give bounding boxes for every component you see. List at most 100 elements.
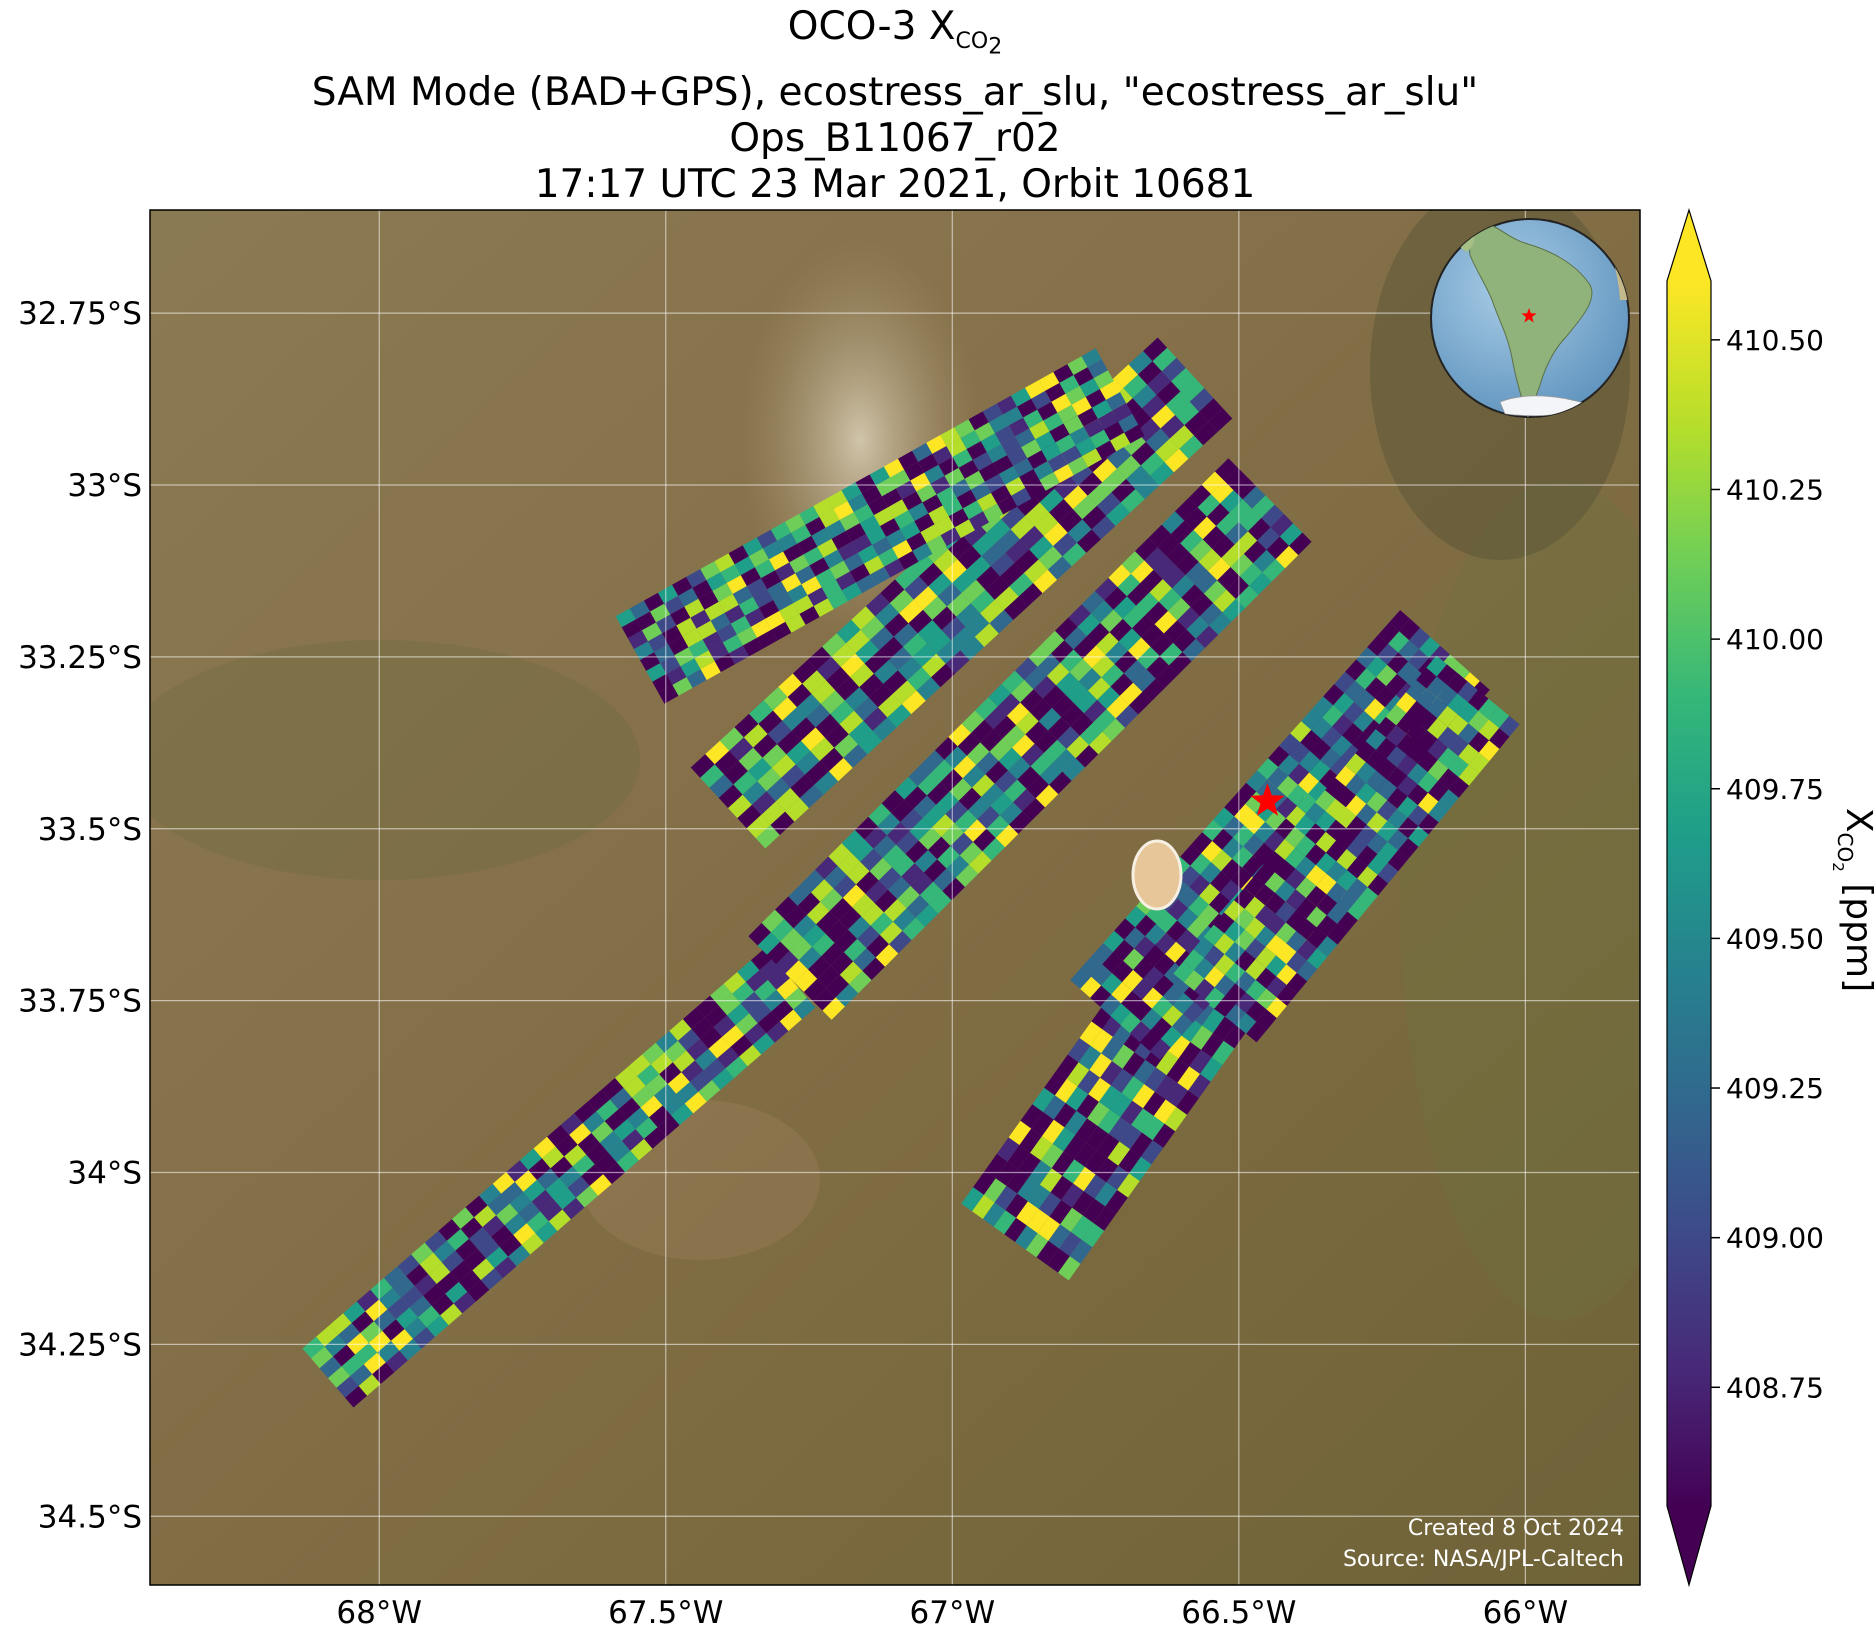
sounding-cell <box>1156 381 1181 405</box>
sounding-cell <box>1166 920 1187 942</box>
title-line-3: Ops_B11067_r02 <box>729 116 1061 162</box>
sounding-cell <box>1169 652 1192 675</box>
sounding-cell <box>601 1077 624 1100</box>
sounding-cell <box>657 1115 680 1137</box>
sounding-cell <box>1375 686 1396 708</box>
sounding-cell <box>499 1234 522 1257</box>
sounding-cell <box>758 710 783 734</box>
sounding-cell <box>936 791 959 814</box>
sounding-cell <box>1135 475 1160 500</box>
sounding-cell <box>1079 378 1100 397</box>
sounding-cell <box>1224 921 1245 942</box>
sounding-cell <box>1131 441 1156 466</box>
sounding-cell <box>1140 1008 1162 1030</box>
sounding-cell <box>822 633 846 657</box>
globe-marker-star-icon <box>1521 308 1537 323</box>
sounding-cell <box>1118 1149 1141 1174</box>
sounding-cell <box>909 552 934 577</box>
sounding-cell <box>1268 745 1290 767</box>
sounding-cell <box>1034 512 1059 536</box>
sounding-cell <box>1106 502 1131 526</box>
x-axis: 68°W 67.5°W 67°W 66.5°W 66°W <box>336 1595 1568 1631</box>
sounding-cell <box>1135 537 1158 561</box>
sounding-cell <box>771 754 796 778</box>
sounding-cell <box>658 684 679 704</box>
sounding-cell <box>805 516 826 536</box>
sounding-cell <box>1209 612 1232 635</box>
sounding-cell <box>838 907 862 930</box>
sounding-cell <box>954 419 975 439</box>
sounding-cell <box>867 496 888 516</box>
sounding-cell <box>1171 520 1194 544</box>
sounding-cell <box>1097 410 1119 430</box>
sounding-cell <box>746 814 771 839</box>
sounding-cell <box>734 713 759 738</box>
sounding-cell <box>338 1323 361 1345</box>
sounding-cell <box>917 619 942 644</box>
sounding-cell <box>1322 705 1344 727</box>
x-tick-label: 67°W <box>910 1595 996 1631</box>
sounding-cell <box>477 1236 500 1259</box>
sounding-cell <box>1123 374 1148 399</box>
sounding-cell <box>1096 632 1119 655</box>
sounding-cell <box>1332 714 1354 736</box>
sounding-cell <box>744 607 766 627</box>
sounding-cell <box>991 484 1012 504</box>
sounding-cell <box>833 875 857 898</box>
sounding-cell <box>1428 780 1449 802</box>
sounding-cell <box>599 1130 622 1153</box>
sounding-cell <box>1343 701 1365 723</box>
sounding-cell <box>789 554 810 574</box>
sounding-cell <box>811 527 832 547</box>
sounding-cell <box>785 513 806 533</box>
sounding-cell <box>922 804 946 828</box>
sounding-cell <box>1365 729 1387 750</box>
sounding-cell <box>777 532 798 552</box>
sounding-cell <box>1235 971 1256 993</box>
sounding-swath-2 <box>748 458 1312 1020</box>
sounding-cell <box>793 595 814 614</box>
sounding-cell <box>1426 697 1448 719</box>
sounding-cell <box>771 999 794 1022</box>
sounding-cell <box>738 596 759 616</box>
sounding-cell <box>548 1209 571 1231</box>
sounding-cell <box>635 1117 658 1139</box>
created-note: Created 8 Oct 2024 <box>1408 1516 1624 1541</box>
sounding-cell <box>645 1074 668 1096</box>
sounding-cell <box>803 978 827 1002</box>
sounding-cell <box>1202 819 1224 841</box>
sounding-cell <box>1064 1110 1088 1135</box>
sounding-cell <box>1284 826 1306 848</box>
sounding-cell <box>1011 679 1034 703</box>
sounding-cell <box>926 535 947 554</box>
sounding-cell <box>1061 445 1082 465</box>
sounding-cell <box>816 911 839 934</box>
sounding-cell <box>864 650 889 674</box>
sounding-cell <box>1096 492 1121 516</box>
sounding-cell <box>754 979 777 1002</box>
sounding-cell <box>984 706 1007 730</box>
sounding-cell <box>1095 1157 1119 1183</box>
sounding-cell <box>1028 644 1051 667</box>
sounding-cell <box>1171 367 1195 392</box>
sounding-cell <box>1151 996 1173 1018</box>
sounding-cell <box>671 1103 694 1126</box>
sounding-cell <box>1325 819 1347 841</box>
sounding-cell <box>670 606 691 626</box>
sounding-cell <box>945 800 968 824</box>
sounding-cell <box>1376 779 1398 801</box>
sounding-cell <box>1172 992 1194 1015</box>
sounding-cell <box>1295 856 1316 878</box>
sounding-cell <box>1037 1216 1061 1241</box>
sounding-swath-1 <box>302 948 816 1408</box>
sounding-cell <box>913 586 938 610</box>
sounding-cell <box>641 622 663 642</box>
sounding-cell <box>1437 726 1459 748</box>
sounding-cell <box>934 516 955 536</box>
sounding-cell <box>1181 584 1204 607</box>
sounding-cell <box>940 768 963 792</box>
sounding-cell <box>1129 691 1152 715</box>
sounding-cell <box>613 1119 636 1141</box>
sounding-cell <box>825 920 848 943</box>
sounding-cell <box>1321 726 1343 748</box>
